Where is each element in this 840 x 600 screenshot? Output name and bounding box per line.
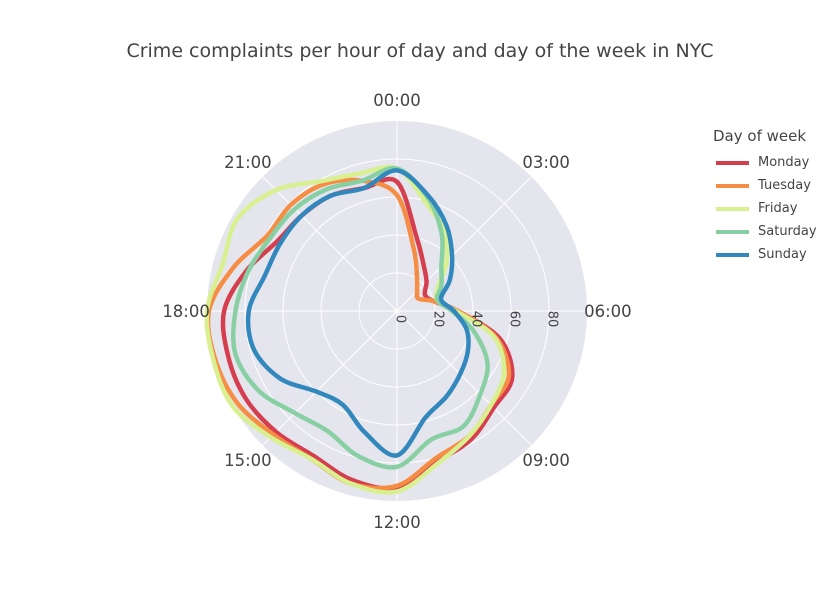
legend-item-friday[interactable]: Friday [713,197,817,220]
legend-item-monday[interactable]: Monday [713,151,817,174]
angular-gridline [262,310,398,446]
legend-title: Day of week [713,127,807,145]
angular-tick-label: 00:00 [373,91,421,110]
radial-tick-label: 0 [393,315,408,323]
angular-tick-label: 18:00 [162,302,210,321]
radial-tick-label: 40 [469,311,484,328]
legend-label: Friday [758,201,798,216]
legend-swatch [716,183,749,188]
angular-tick-label: 06:00 [584,302,632,321]
angular-tick-label: 15:00 [224,451,272,470]
legend-item-sunday[interactable]: Sunday [713,243,817,266]
legend-item-tuesday[interactable]: Tuesday [713,174,817,197]
legend-swatch [716,160,749,165]
angular-gridline [262,176,398,312]
legend: Day of week Monday Tuesday Friday Saturday S… [713,127,817,266]
angular-tick-label: 09:00 [522,451,570,470]
series-line-tuesday [205,177,512,491]
series-line-saturday [230,165,490,470]
legend-label: Saturday [758,224,817,239]
angular-gridline [396,310,532,446]
legend-label: Tuesday [758,178,811,193]
angular-tick-label: 12:00 [373,513,421,532]
legend-item-saturday[interactable]: Saturday [713,220,817,243]
legend-label: Sunday [758,247,807,262]
series-line-friday [204,164,507,495]
radial-tick-label: 20 [431,311,446,328]
chart-title: Crime complaints per hour of day and day… [126,40,714,62]
radial-tick-label: 80 [545,311,560,328]
legend-swatch [716,229,749,234]
series-line-sunday [245,168,471,458]
radial-tick-label: 60 [507,311,522,328]
angular-gridline [396,176,532,312]
angular-tick-label: 21:00 [224,153,272,172]
legend-swatch [716,252,749,257]
legend-label: Monday [758,155,810,170]
legend-swatch [716,206,749,211]
angular-tick-label: 03:00 [522,153,570,172]
